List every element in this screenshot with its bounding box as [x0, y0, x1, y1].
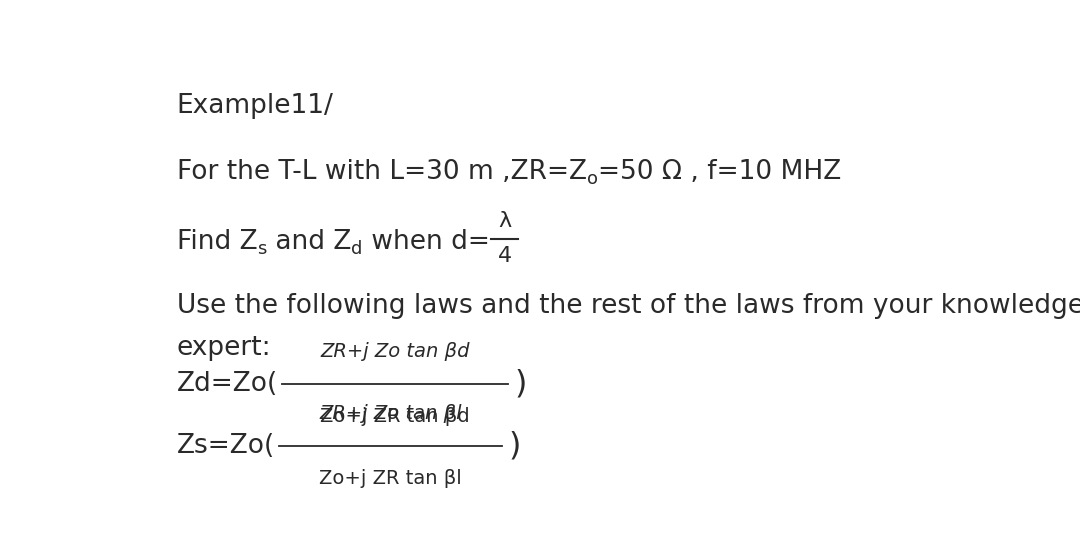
- Text: Example11/: Example11/: [177, 93, 334, 119]
- Text: s: s: [257, 240, 267, 258]
- Text: ): ): [509, 430, 521, 461]
- Text: when d=: when d=: [363, 229, 489, 256]
- Text: 4: 4: [498, 245, 512, 266]
- Text: ): ): [515, 369, 527, 400]
- Text: =50 Ω , f=10 MHZ: =50 Ω , f=10 MHZ: [598, 159, 841, 185]
- Text: Zd=Zo(: Zd=Zo(: [177, 371, 279, 397]
- Text: Use the following laws and the rest of the laws from your knowledge,: Use the following laws and the rest of t…: [177, 293, 1080, 319]
- Text: ZR+j Zo tan βl: ZR+j Zo tan βl: [320, 404, 462, 423]
- Text: expert:: expert:: [177, 334, 271, 361]
- Text: Zs=Zo(: Zs=Zo(: [177, 433, 275, 459]
- Text: o: o: [586, 169, 598, 188]
- Text: and Z: and Z: [267, 229, 351, 256]
- Text: ZR+j Zo tan βd: ZR+j Zo tan βd: [321, 343, 470, 361]
- Text: λ: λ: [498, 211, 511, 231]
- Text: For the T-L with L=30 m ,ZR=Z: For the T-L with L=30 m ,ZR=Z: [177, 159, 586, 185]
- Text: Zo+j ZR tan βd: Zo+j ZR tan βd: [321, 407, 470, 426]
- Text: Zo+j ZR tan βl: Zo+j ZR tan βl: [320, 469, 462, 488]
- Text: Find Z: Find Z: [177, 229, 257, 256]
- Text: d: d: [351, 240, 363, 258]
